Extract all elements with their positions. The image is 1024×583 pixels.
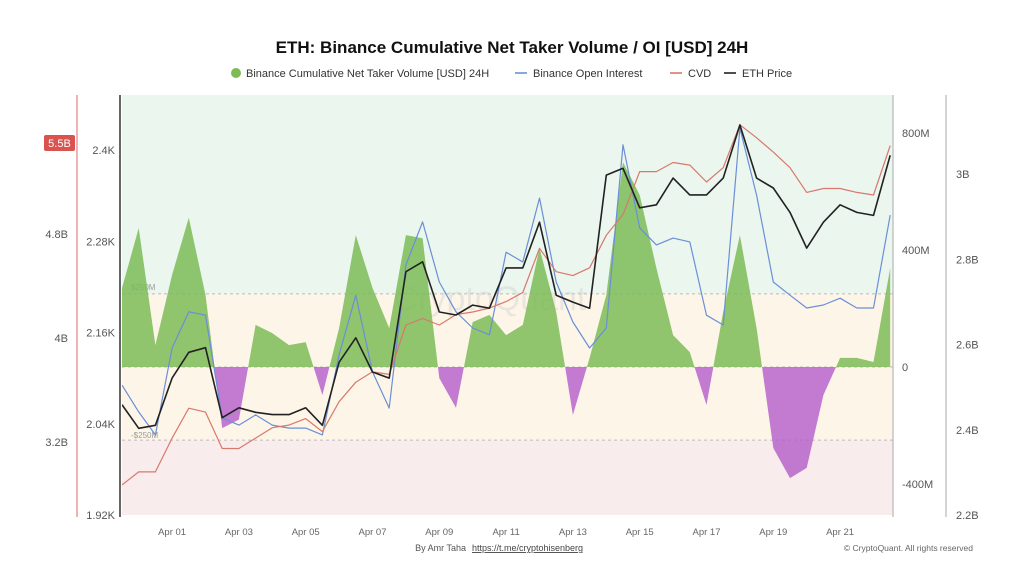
- x-tick-label: Apr 03: [225, 527, 253, 538]
- cvd-tick-label: 4.8B: [45, 229, 68, 241]
- net-taker-tick-label: 800M: [902, 128, 930, 140]
- cvd-tick-label: 4B: [55, 333, 68, 345]
- open-interest-line: [122, 127, 891, 436]
- eth-price-line: [122, 124, 891, 430]
- net-taker-tick-label: 0: [902, 362, 908, 374]
- cvd-current-value-badge: [44, 135, 75, 151]
- price-tick-label: 1.92K: [86, 510, 115, 522]
- footer-link[interactable]: https://t.me/cryptohisenberg: [472, 543, 583, 553]
- x-tick-label: Apr 05: [292, 527, 320, 538]
- series-lines: [122, 124, 891, 486]
- net-taker-tick-label: -400M: [902, 479, 933, 491]
- oi-tick-label: 2.4B: [956, 425, 979, 437]
- oi-tick-label: 2.6B: [956, 340, 979, 352]
- x-tick-label: Apr 15: [626, 527, 654, 538]
- oi-tick-label: 3B: [956, 169, 969, 181]
- x-axis: Apr 01 Apr 03 Apr 05 Apr 07 Apr 09 Apr 11 Apr …: [158, 527, 854, 538]
- x-tick-label: Apr 17: [693, 527, 721, 538]
- price-tick-label: 2.16K: [86, 328, 115, 340]
- net-taker-positive-area: [122, 162, 891, 367]
- footer-author: By Amr Taha: [415, 543, 466, 553]
- legend-marker-dot: [231, 68, 241, 78]
- legend-entry: Binance Cumulative Net Taker Volume [USD…: [246, 68, 489, 80]
- oi-tick-label: 2.8B: [956, 254, 979, 266]
- chart-title: ETH: Binance Cumulative Net Taker Volume…: [276, 38, 749, 57]
- x-tick-label: Apr 21: [826, 527, 854, 538]
- x-tick-label: Apr 11: [492, 527, 519, 538]
- x-tick-label: Apr 07: [359, 527, 387, 538]
- net-taker-area: [122, 162, 891, 479]
- band-below-neg250m: [122, 440, 893, 515]
- cvd-line: [122, 124, 891, 486]
- legend-entry: CVD: [688, 68, 711, 80]
- legend-entry: ETH Price: [742, 68, 792, 80]
- cvd-tick-label: 3.2B: [45, 437, 68, 449]
- footer-copyright: © CryptoQuant. All rights reserved: [844, 543, 973, 553]
- x-tick-label: Apr 19: [759, 527, 787, 538]
- axes: 3.2B 4B 4.8B 1.92K 2.04K 2.16K 2.28K 2.4K -400M 0…: [44, 95, 979, 522]
- net-taker-tick-label: 400M: [902, 245, 930, 257]
- legend: Binance Cumulative Net Taker Volume [USD…: [231, 68, 792, 80]
- cvd-current-value-label: 5.5B: [48, 138, 71, 150]
- x-tick-label: Apr 09: [425, 527, 453, 538]
- net-taker-negative-area: [122, 367, 891, 479]
- oi-tick-label: 2.2B: [956, 510, 979, 522]
- legend-entry: Binance Open Interest: [533, 68, 642, 80]
- band-above-250m: [122, 95, 893, 294]
- threshold-label: -$250M: [131, 431, 158, 440]
- x-tick-label: Apr 01: [158, 527, 186, 538]
- price-tick-label: 2.04K: [86, 419, 115, 431]
- x-tick-label: Apr 13: [559, 527, 587, 538]
- price-tick-label: 2.4K: [92, 145, 115, 157]
- price-tick-label: 2.28K: [86, 236, 115, 248]
